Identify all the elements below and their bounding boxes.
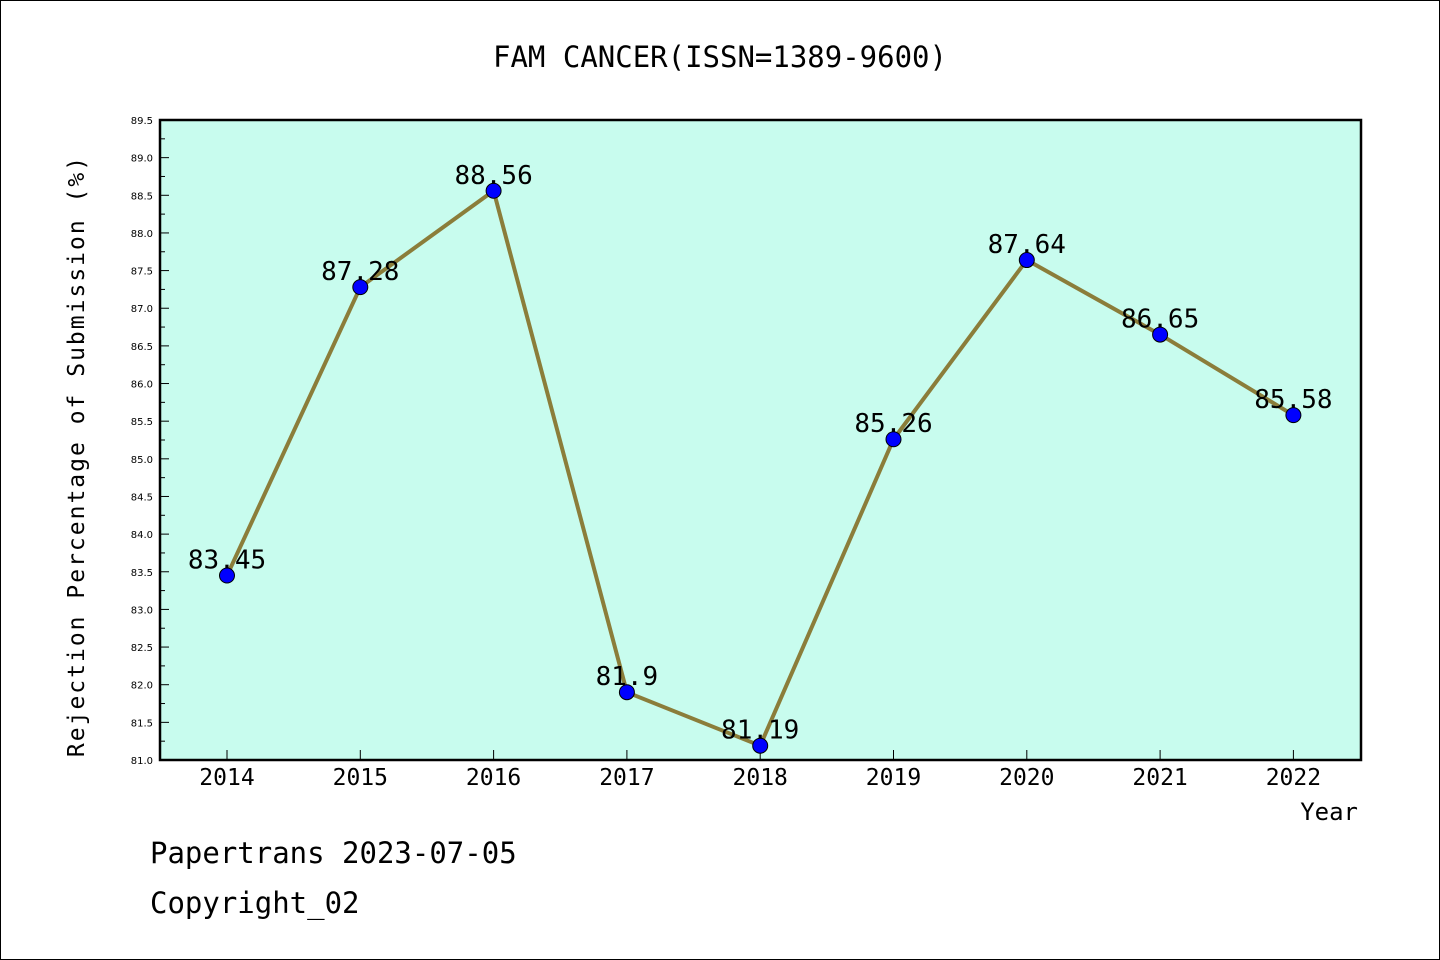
- data-label: 85.58: [1254, 385, 1332, 415]
- y-tick-label: 81.0: [131, 756, 153, 767]
- x-tick-label: 2022: [1266, 765, 1321, 791]
- series-markers: [219, 182, 1302, 754]
- data-label: 86.65: [1121, 305, 1199, 335]
- y-tick-label: 85.0: [131, 455, 153, 466]
- chart-title: FAM CANCER(ISSN=1389-9600): [493, 40, 947, 74]
- data-label: 88.56: [454, 161, 532, 191]
- y-tick-label: 84.0: [131, 530, 153, 541]
- footer-credit: Papertrans 2023-07-05: [150, 836, 517, 870]
- y-tick-label: 82.5: [131, 643, 153, 654]
- data-point: [1152, 326, 1169, 343]
- data-point: [752, 737, 769, 754]
- data-point: [1018, 252, 1035, 269]
- data-point: [485, 182, 502, 199]
- data-point: [219, 567, 235, 584]
- y-tick-label: 89.5: [131, 116, 153, 127]
- footer-copyright: Copyright_02: [150, 886, 360, 920]
- data-label: 81.9: [596, 662, 659, 692]
- y-tick-label: 87.0: [131, 304, 153, 315]
- x-tick-label: 2014: [199, 765, 254, 791]
- data-point: [618, 684, 635, 701]
- data-label: 81.19: [721, 716, 799, 746]
- y-tick-label: 86.5: [131, 342, 153, 353]
- data-point: [352, 279, 369, 296]
- x-tick-label: 2020: [999, 765, 1054, 791]
- y-tick-label: 83.0: [131, 605, 153, 616]
- x-axis-label: Year: [1300, 798, 1358, 826]
- x-tick-label: 2015: [333, 765, 388, 791]
- data-labels: 83.45 87.28 88.56 81.9 81.19 85.26 87.64 86.65 8…: [188, 161, 1333, 746]
- y-tick-label: 85.5: [131, 417, 153, 428]
- x-tick-label: 2017: [599, 765, 654, 791]
- y-tick-label: 87.5: [131, 267, 153, 278]
- y-tick-label: 86.0: [131, 380, 153, 391]
- data-label: 83.45: [188, 546, 266, 576]
- y-axis: 81.0 81.5 82.0 82.5 83.0 83.5 84.0 84.5 85.0 85.5…: [131, 116, 169, 767]
- y-tick-label: 88.5: [131, 191, 153, 202]
- x-tick-label: 2018: [733, 765, 788, 791]
- y-tick-label: 81.5: [131, 718, 153, 729]
- x-tick-label: 2021: [1132, 765, 1187, 791]
- x-tick-label: 2016: [466, 765, 521, 791]
- y-tick-label: 89.0: [131, 154, 153, 165]
- x-axis: 2014 2015 2016 2017 2018 2019 2020 2021 2022: [199, 750, 1321, 791]
- y-tick-label: 83.5: [131, 568, 153, 579]
- data-label: 87.64: [988, 230, 1066, 260]
- y-tick-label: 84.5: [131, 492, 153, 503]
- data-label: 85.26: [854, 409, 932, 439]
- data-point: [1285, 407, 1302, 424]
- plot-area: [158, 118, 1363, 762]
- data-label: 87.28: [321, 257, 399, 287]
- x-tick-label: 2019: [866, 765, 921, 791]
- y-tick-label: 82.0: [131, 681, 153, 692]
- data-point: [885, 431, 902, 448]
- y-axis-label: Rejection Percentage of Submission (%): [64, 155, 90, 757]
- y-tick-label: 88.0: [131, 229, 153, 240]
